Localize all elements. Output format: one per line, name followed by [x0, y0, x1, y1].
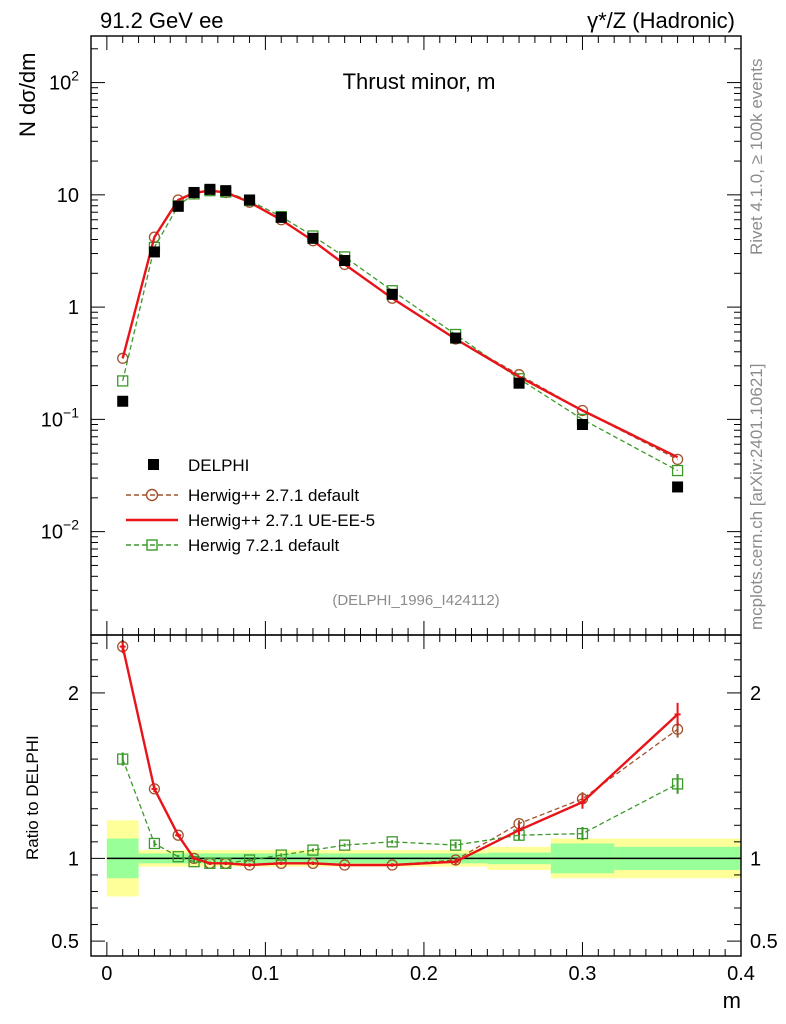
analysis-tag: (DELPHI_1996_I424112) — [332, 592, 499, 609]
line-herwig-2-7-1-ue-ee-5 — [121, 646, 679, 867]
legend: DELPHI Herwig++ 2.7.1 default Herwig++ 2… — [126, 456, 375, 555]
ratio-y-tick-label-left: 1 — [68, 848, 79, 870]
point-delphi — [220, 185, 232, 197]
main-plot-panel: Thrust minor, m N dσ/dm (DELPHI_1996_I42… — [15, 53, 500, 610]
ratio-plot-marks — [117, 639, 684, 871]
point-delphi — [339, 255, 351, 267]
ratio-uncertainty-bands — [106, 820, 741, 897]
point-delphi — [148, 246, 160, 258]
ratio-ylabel: Ratio to DELPHI — [23, 735, 42, 860]
ratio-y-tick-label-right: 1 — [750, 848, 761, 870]
marker-herwig-7-2-1-default — [117, 375, 129, 387]
ratio-y-tick-label-right: 0.5 — [750, 931, 778, 953]
legend-entry-herwigpp-default: Herwig++ 2.7.1 default — [126, 486, 359, 505]
marker-herwig-7-2-1-default — [449, 839, 462, 851]
marker-herwig-2-7-1-default — [172, 829, 184, 841]
marker-herwig-7-2-1-default — [671, 778, 684, 790]
point-delphi — [244, 194, 256, 206]
marker-herwig-7-2-1-default — [386, 836, 398, 848]
x-tick-label: 0.3 — [569, 963, 597, 985]
legend-entry-herwigpp-ueee5: Herwig++ 2.7.1 UE-EE-5 — [126, 511, 375, 530]
legend-marker-herwig7-default — [146, 539, 158, 551]
line-herwig-2-7-1-default — [122, 189, 678, 460]
point-delphi — [576, 419, 588, 431]
y-tick-label: 10−2 — [41, 517, 79, 544]
marker-herwig-7-2-1-default — [339, 839, 351, 851]
main-plot-marks — [117, 183, 684, 493]
y-tick-label: 10 — [57, 185, 79, 207]
point-delphi — [172, 200, 184, 212]
ratio-frame-box — [90, 634, 742, 957]
point-delphi — [450, 332, 462, 344]
ratio-plot-frame: Ratio to DELPHI m 0.5 0.5 1 1 2 2 0 0.1 0.2 0.3 0.… — [23, 634, 778, 1013]
legend-label-herwig7-default: Herwig 7.2.1 default — [188, 536, 339, 555]
legend-symbol-data — [148, 459, 159, 470]
point-delphi — [307, 232, 319, 244]
ratio-y-tick-label-right: 2 — [750, 683, 761, 705]
marker-herwig-7-2-1-default — [576, 827, 589, 840]
x-tick-label: 0.4 — [727, 963, 755, 985]
line-herwig-2-7-1-default — [122, 646, 678, 866]
header-left: 91.2 GeV ee — [100, 8, 224, 33]
marker-herwig-7-2-1-default — [148, 837, 161, 850]
legend-label-data: DELPHI — [188, 456, 249, 475]
main-ylabel: N dσ/dm — [15, 53, 40, 138]
mcplots-label: mcplots.cern.ch [arXiv:2401.10621] — [747, 364, 766, 630]
marker-herwig-2-7-1-default — [671, 453, 684, 466]
marker-herwig-7-2-1-default — [275, 849, 287, 861]
point-delphi — [275, 211, 287, 223]
x-tick-label: 0.1 — [251, 963, 279, 985]
marker-herwig-7-2-1-default — [172, 851, 184, 863]
y-tick-label: 1 — [68, 297, 79, 319]
y-tick-label: 102 — [49, 68, 79, 95]
marker-herwig-2-7-1-default — [117, 352, 129, 364]
point-delphi — [188, 186, 200, 198]
x-axis-label: m — [723, 988, 741, 1013]
main-title: Thrust minor, m — [343, 69, 496, 94]
point-delphi — [117, 395, 129, 407]
rivet-label: Rivet 4.1.0, ≥ 100k events — [747, 59, 766, 255]
marker-herwig-7-2-1-default — [117, 753, 129, 765]
x-tick-label: 0 — [101, 963, 112, 985]
point-delphi — [386, 288, 398, 300]
point-delphi — [672, 481, 684, 493]
y-tick-label: 10−1 — [41, 404, 79, 431]
legend-entry-herwig7-default: Herwig 7.2.1 default — [126, 536, 339, 555]
marker-herwig-2-7-1-default — [576, 404, 589, 417]
legend-label-herwigpp-ueee5: Herwig++ 2.7.1 UE-EE-5 — [188, 511, 375, 530]
point-delphi — [513, 377, 525, 389]
marker-herwig-7-2-1-default — [307, 844, 319, 856]
point-delphi — [204, 183, 216, 195]
header-right: γ*/Z (Hadronic) — [587, 8, 735, 33]
legend-marker-herwigpp-default — [145, 488, 159, 502]
line-herwig-2-7-1-ue-ee-5 — [121, 189, 679, 459]
legend-entry-data: DELPHI — [148, 456, 249, 475]
marker-herwig-7-2-1-default — [671, 464, 684, 477]
legend-label-herwigpp-default: Herwig++ 2.7.1 default — [188, 486, 359, 505]
line-herwig-7-2-1-default — [122, 189, 678, 472]
x-tick-label: 0.2 — [410, 963, 438, 985]
ratio-y-tick-label-left: 0.5 — [51, 931, 79, 953]
ratio-y-tick-label-left: 2 — [68, 683, 79, 705]
